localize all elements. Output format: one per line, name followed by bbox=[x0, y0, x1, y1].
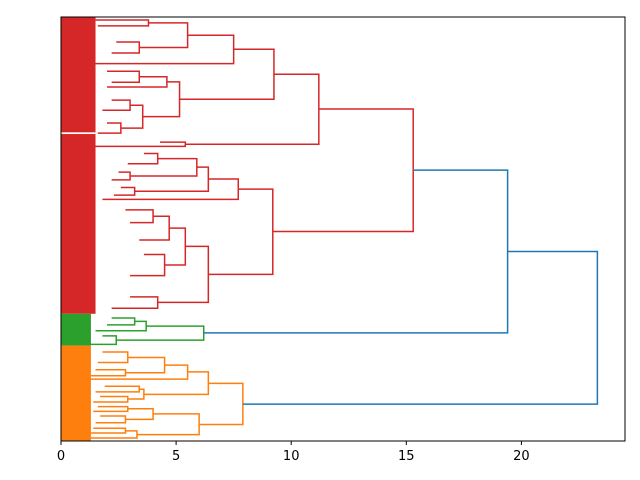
dendrogram-link bbox=[97, 122, 122, 134]
leaf-clusters bbox=[61, 17, 96, 441]
dendrogram-link bbox=[116, 325, 205, 341]
leaf-cluster-green bbox=[61, 313, 91, 346]
dendrogram-link bbox=[113, 186, 136, 196]
dendrogram-link bbox=[93, 395, 129, 403]
dendrogram-link bbox=[95, 415, 127, 424]
dendrogram-link bbox=[164, 227, 187, 266]
x-axis: 0 5 10 15 20 bbox=[57, 441, 530, 464]
dendrogram-link bbox=[111, 41, 141, 54]
dendrogram-link bbox=[208, 188, 274, 276]
dendrogram-link bbox=[130, 253, 166, 277]
dendrogram-link bbox=[95, 19, 150, 27]
dendrogram-link bbox=[88, 427, 127, 434]
dendrogram-link bbox=[81, 430, 138, 439]
dendrogram-link bbox=[84, 34, 235, 65]
dendrogram-link bbox=[185, 73, 320, 145]
dendrogram-link bbox=[125, 408, 154, 421]
dendrogram-link bbox=[102, 178, 240, 201]
dendrogram-link bbox=[120, 104, 144, 129]
dendrogram-link bbox=[90, 369, 127, 377]
dendrogram-link bbox=[125, 356, 166, 374]
x-tick-label: 10 bbox=[283, 449, 300, 464]
x-tick-label: 5 bbox=[172, 449, 180, 464]
dendrogram-link bbox=[88, 335, 117, 346]
dendrogram-link bbox=[139, 22, 189, 49]
dendrogram-link bbox=[88, 364, 189, 380]
dendrogram-link bbox=[127, 152, 159, 165]
dendrogram-link bbox=[142, 81, 181, 118]
dendrogram-link bbox=[179, 48, 275, 101]
dendrogram-link bbox=[111, 296, 159, 310]
dendrogram-links bbox=[72, 19, 599, 439]
dendrogram-link bbox=[199, 382, 244, 426]
dendrogram-link bbox=[130, 157, 198, 177]
plot-frame bbox=[60, 16, 626, 442]
dendrogram-link bbox=[95, 320, 147, 332]
dendrogram-link bbox=[97, 351, 129, 364]
dendrogram-link bbox=[93, 405, 129, 413]
dendrogram-link bbox=[242, 250, 599, 405]
dendrogram-link bbox=[139, 215, 170, 241]
dendrogram-link bbox=[136, 413, 200, 436]
dendrogram-link bbox=[102, 99, 131, 112]
x-tick-label: 15 bbox=[398, 449, 415, 464]
dendrogram-link bbox=[143, 371, 210, 396]
dendrogram-link bbox=[272, 108, 414, 233]
dendrogram-link bbox=[127, 388, 145, 400]
dendrogram-link bbox=[107, 317, 136, 326]
x-tick-label: 20 bbox=[513, 449, 530, 464]
x-tick-label: 0 bbox=[57, 449, 65, 464]
dendrogram-link bbox=[111, 171, 131, 181]
dendrogram-link bbox=[72, 141, 187, 148]
dendrogram-link bbox=[95, 385, 141, 393]
dendrogram-link bbox=[125, 209, 154, 224]
dendrogram-link bbox=[107, 70, 141, 84]
leaf-cluster-orange bbox=[61, 345, 91, 441]
leaf-cluster-red bbox=[61, 17, 96, 133]
dendrogram-link bbox=[203, 169, 509, 334]
leaf-cluster-red bbox=[61, 134, 96, 314]
